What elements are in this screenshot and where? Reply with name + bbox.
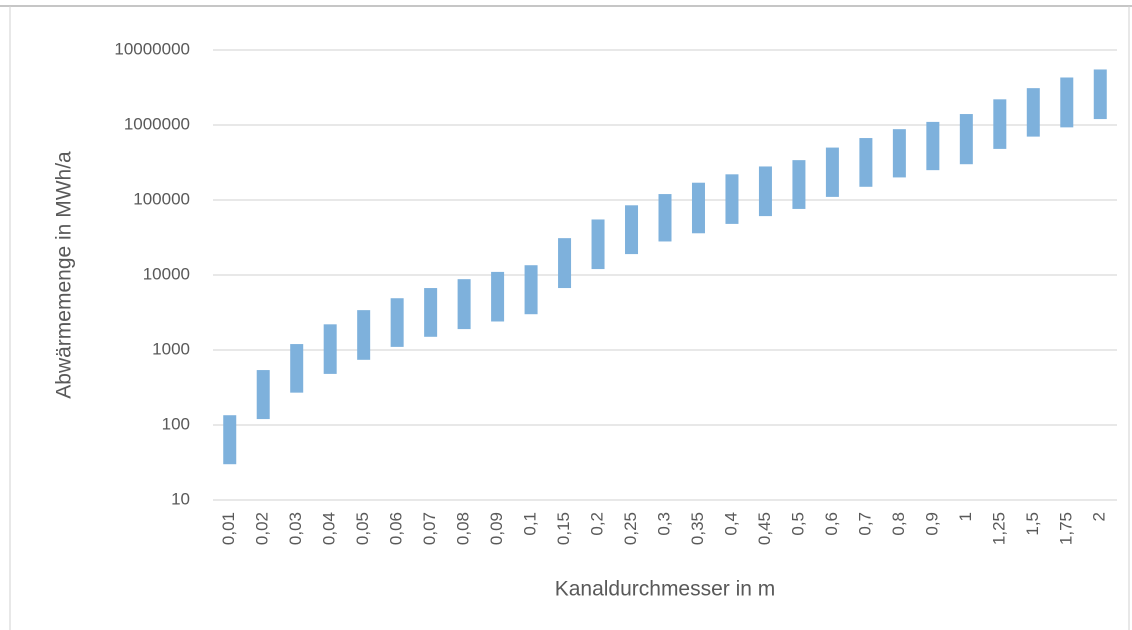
bar — [758, 166, 772, 217]
bar — [926, 121, 940, 171]
y-tick-label: 10000000 — [114, 39, 190, 58]
y-tick-label: 100000 — [133, 189, 190, 208]
bar — [691, 182, 705, 234]
bar — [993, 99, 1007, 149]
x-tick-label: 0,15 — [554, 512, 573, 545]
bar — [323, 324, 337, 374]
x-tick-label: 1 — [956, 512, 975, 521]
bar — [491, 271, 505, 322]
y-axis-title: Abwärmemenge in MWh/a — [53, 151, 76, 399]
bar — [256, 370, 270, 420]
x-tick-label: 0,25 — [621, 512, 640, 545]
bar — [558, 238, 572, 289]
y-tick-label: 100 — [162, 414, 190, 433]
x-tick-label: 0,4 — [721, 512, 740, 536]
y-tick-label: 10 — [171, 489, 190, 508]
x-tick-label: 0,35 — [688, 512, 707, 545]
bar — [792, 160, 806, 209]
y-tick-label: 1000000 — [124, 114, 190, 133]
x-tick-label: 0,06 — [387, 512, 406, 545]
x-tick-label: 0,5 — [788, 512, 807, 536]
x-tick-label: 0,8 — [889, 512, 908, 536]
x-tick-label: 1,5 — [1023, 512, 1042, 536]
bar — [524, 265, 538, 315]
bar — [591, 219, 605, 270]
bar — [725, 174, 739, 224]
bar — [1093, 69, 1107, 120]
bar — [825, 147, 839, 197]
bar — [658, 194, 672, 242]
bar — [424, 288, 438, 337]
x-tick-label: 0,7 — [855, 512, 874, 536]
x-tick-label: 1,25 — [989, 512, 1008, 545]
bar — [357, 310, 371, 360]
bar — [1026, 88, 1040, 137]
bar — [223, 415, 237, 465]
x-axis-title: Kanaldurchmesser in m — [555, 578, 776, 601]
x-tick-label: 0,45 — [755, 512, 774, 545]
bar — [390, 298, 404, 347]
x-tick-label: 2 — [1090, 512, 1109, 521]
bar — [859, 138, 873, 187]
x-tick-label: 0,02 — [253, 512, 272, 545]
x-tick-label: 0,08 — [454, 512, 473, 545]
x-tick-label: 0,09 — [487, 512, 506, 545]
x-tick-label: 0,2 — [588, 512, 607, 536]
x-tick-label: 0,3 — [654, 512, 673, 536]
bar — [1060, 77, 1074, 128]
y-tick-label: 10000 — [143, 264, 190, 283]
x-tick-label: 0,03 — [286, 512, 305, 545]
bar — [290, 344, 304, 393]
x-tick-label: 0,07 — [420, 512, 439, 545]
bar — [457, 279, 471, 330]
y-tick-label: 1000 — [152, 339, 190, 358]
x-tick-label: 0,01 — [219, 512, 238, 545]
x-tick-label: 0,1 — [521, 512, 540, 536]
bar — [625, 205, 639, 255]
bar — [892, 129, 906, 178]
x-tick-label: 0,04 — [320, 512, 339, 545]
bar — [959, 114, 973, 165]
x-tick-label: 0,6 — [822, 512, 841, 536]
x-tick-label: 0,9 — [922, 512, 941, 536]
x-tick-label: 0,05 — [353, 512, 372, 545]
x-tick-label: 1,75 — [1056, 512, 1075, 545]
